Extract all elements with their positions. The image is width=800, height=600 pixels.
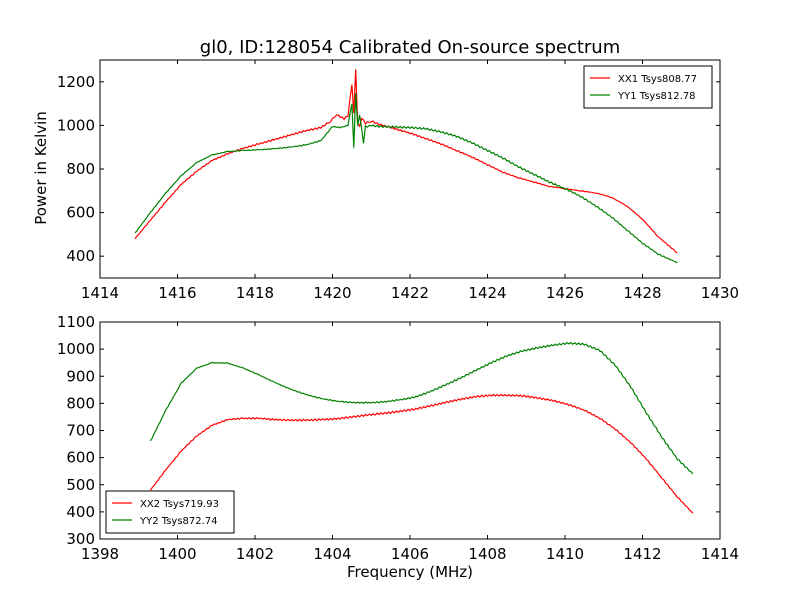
x-tick-label: 1414 <box>701 545 739 563</box>
y-tick-label: 400 <box>66 247 95 265</box>
top-plot: gl0, ID:128054 Calibrated On-source spec… <box>32 37 739 302</box>
legend-box <box>583 65 713 109</box>
x-tick-label: 1424 <box>468 284 506 302</box>
chart-title: gl0, ID:128054 Calibrated On-source spec… <box>200 37 620 58</box>
y-tick-label: 1100 <box>57 313 95 331</box>
series-line-2 <box>134 93 678 264</box>
x-tick-label: 1404 <box>313 545 351 563</box>
legend-label: XX2 Tsys719.93 <box>140 499 219 510</box>
y-tick-label: 800 <box>66 160 95 178</box>
x-tick-label: 1428 <box>623 284 661 302</box>
series-line-1 <box>134 69 678 254</box>
x-tick-label: 1422 <box>391 284 429 302</box>
series-line-1 <box>149 393 694 514</box>
x-tick-label: 1408 <box>468 545 506 563</box>
bottom-legend: XX2 Tsys719.93 YY2 Tsys872.74 <box>105 490 235 534</box>
x-tick-label: 1400 <box>158 545 196 563</box>
top-plot-area: 1414 1416 1418 1420 1422 1424 1426 1428 1430 400 6… <box>57 59 739 302</box>
y-tick-label: 600 <box>66 204 95 222</box>
x-tick-label: 1416 <box>158 284 196 302</box>
x-axis-label: Frequency (MHz) <box>347 563 473 581</box>
bottom-plot-area: 1398 1400 1402 1404 1406 1408 1410 1412 1414 300 4… <box>57 313 739 563</box>
top-legend: XX1 Tsys808.77 YY1 Tsys812.78 <box>583 65 713 109</box>
series-line-2 <box>149 341 694 475</box>
legend-label: XX1 Tsys808.77 <box>618 74 697 85</box>
x-tick-label: 1426 <box>546 284 584 302</box>
legend-box <box>105 490 235 534</box>
x-tick-label: 1410 <box>546 545 584 563</box>
y-tick-label: 300 <box>66 530 95 548</box>
x-tick-label: 1402 <box>236 545 274 563</box>
y-tick-label: 600 <box>66 449 95 467</box>
legend-label: YY1 Tsys812.78 <box>617 91 696 102</box>
y-tick-label: 400 <box>66 503 95 521</box>
y-tick-label: 1000 <box>57 340 95 358</box>
x-tick-label: 1414 <box>81 284 119 302</box>
x-tick-label: 1398 <box>81 545 119 563</box>
y-tick-label: 500 <box>66 476 95 494</box>
x-tick-label: 1418 <box>236 284 274 302</box>
y-tick-label: 700 <box>66 422 95 440</box>
legend-label: YY2 Tsys872.74 <box>139 516 218 527</box>
bottom-plot: Frequency (MHz) 1398 1400 1402 1404 1406 1408… <box>57 313 739 581</box>
x-tick-label: 1430 <box>701 284 739 302</box>
x-tick-label: 1420 <box>313 284 351 302</box>
y-tick-label: 900 <box>66 367 95 385</box>
y-tick-label: 1200 <box>57 73 95 91</box>
y-axis-label: Power in Kelvin <box>32 111 50 225</box>
y-tick-label: 800 <box>66 394 95 412</box>
y-tick-label: 1000 <box>57 116 95 134</box>
x-tick-label: 1406 <box>391 545 429 563</box>
x-tick-label: 1412 <box>623 545 661 563</box>
